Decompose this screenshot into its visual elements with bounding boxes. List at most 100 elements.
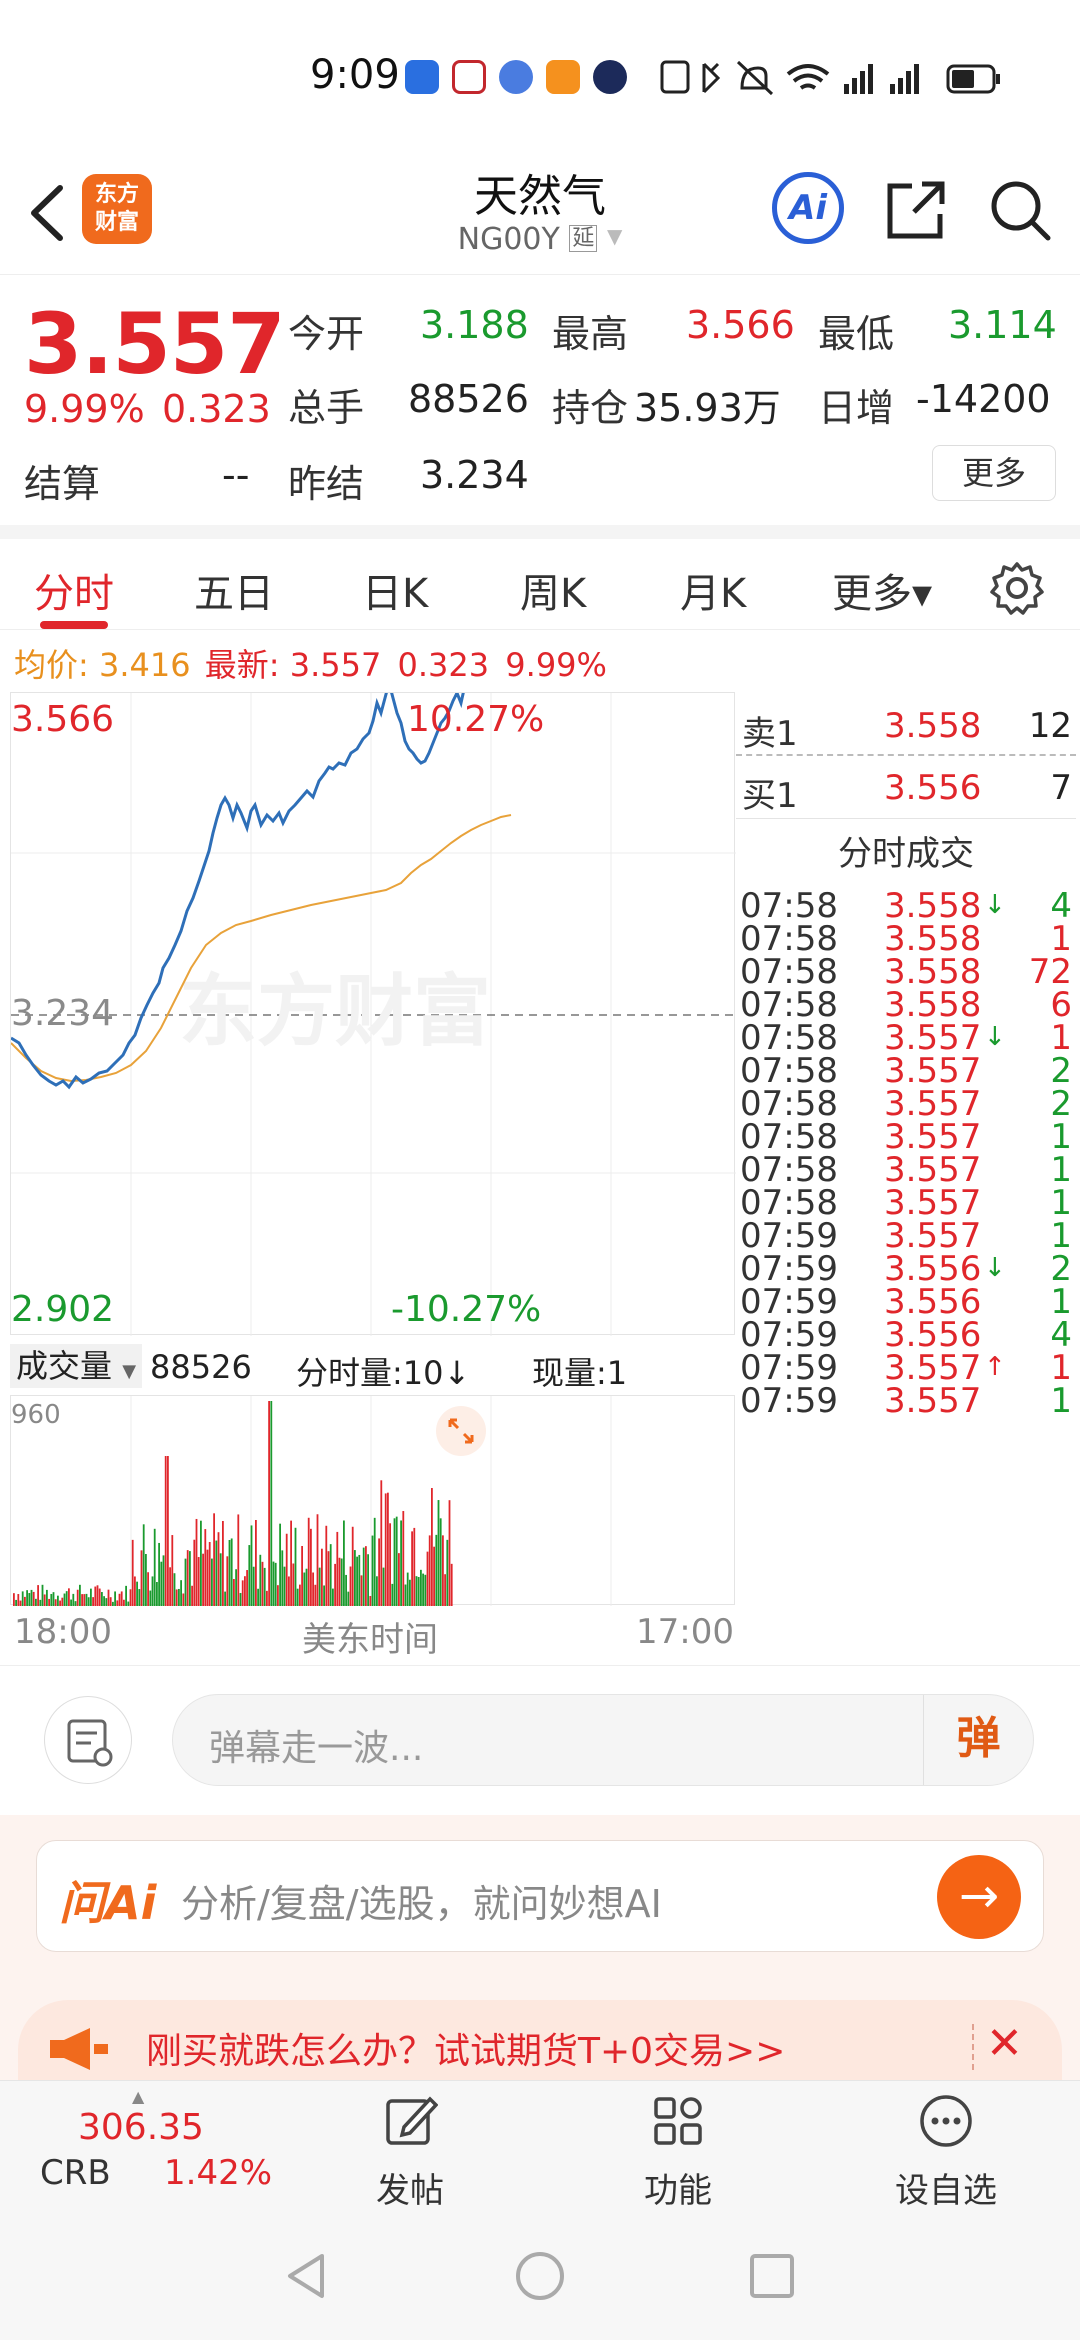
volume-bar <box>444 1574 446 1606</box>
avg-price-line <box>11 814 512 1083</box>
tab-intraday[interactable]: 分时 <box>34 571 114 617</box>
tab-weekly-k[interactable]: 周K <box>520 571 587 617</box>
trade-qty: 1 <box>1050 1117 1072 1157</box>
volume-bar <box>255 1519 257 1606</box>
volume-bar <box>327 1551 330 1606</box>
trade-price: 3.557 <box>884 1018 982 1058</box>
trade-time: 07:59 <box>740 1216 838 1256</box>
tab-daily-k[interactable]: 日K <box>362 571 429 617</box>
volume-selector[interactable]: 成交量 ▼ <box>10 1344 143 1388</box>
volume-bar <box>81 1594 83 1606</box>
volume-bar <box>92 1597 94 1606</box>
trade-row: 07:58 3.558 6 <box>736 981 1076 1030</box>
trade-direction-icon: ↓ <box>984 890 1006 920</box>
volume-bar <box>250 1525 253 1606</box>
volume-chart[interactable]: 960 <box>10 1395 735 1606</box>
volume-bar <box>292 1563 295 1606</box>
volume-bar <box>268 1401 270 1606</box>
volume-bar <box>420 1569 422 1606</box>
volume-bar <box>336 1531 339 1606</box>
volume-bar <box>125 1585 127 1606</box>
trade-qty: 6 <box>1050 985 1072 1025</box>
trade-time: 07:58 <box>740 1183 838 1223</box>
volume-bar <box>365 1546 367 1606</box>
ai-assistant-button[interactable]: Ai <box>772 172 844 244</box>
active-tab-indicator <box>40 621 108 629</box>
system-recents-icon[interactable] <box>746 2250 798 2302</box>
bid-price: 3.556 <box>884 768 982 808</box>
promo-close-icon[interactable]: ✕ <box>986 2018 1023 2069</box>
volume-bar <box>145 1554 147 1606</box>
volume-bar <box>395 1516 398 1606</box>
volume-bar <box>136 1581 138 1606</box>
trade-direction-icon: ↓ <box>984 1022 1006 1052</box>
trade-row: 07:58 3.558 72 <box>736 948 1076 997</box>
volume-bar <box>402 1511 405 1606</box>
settings-gear-icon[interactable] <box>990 561 1044 615</box>
trade-price: 3.556 <box>884 1282 982 1322</box>
trade-qty: 1 <box>1050 1018 1072 1058</box>
trade-row: 07:58 3.557 1 <box>736 1146 1076 1195</box>
expand-chart-button[interactable] <box>436 1406 486 1456</box>
volume-bar <box>131 1539 134 1606</box>
open-interest-label: 持仓 <box>552 386 629 430</box>
danmu-settings-button[interactable] <box>44 1696 132 1784</box>
volume-bar <box>279 1523 281 1606</box>
watchlist-button[interactable]: 设自选 <box>846 2081 1046 2211</box>
logo-line-1: 东方 <box>94 182 139 207</box>
trade-time: 07:58 <box>740 1084 838 1124</box>
volume-bar <box>180 1580 182 1606</box>
game-notification-icon <box>593 60 627 94</box>
ticker-caret-icon: ▲ <box>132 2087 145 2106</box>
volume-bar <box>409 1579 411 1606</box>
low-value: 3.114 <box>948 303 1057 347</box>
ai-question-box[interactable]: 问Ai 分析/复盘/选股，就问妙想AI → <box>36 1840 1044 1952</box>
volume-bar <box>404 1584 407 1606</box>
crb-index-ticker[interactable]: ▲ 306.35 CRB 1.42% <box>20 2081 280 2211</box>
system-back-icon[interactable] <box>282 2250 332 2302</box>
danmu-input[interactable]: 弹幕走一波... 弹 <box>172 1694 1034 1786</box>
volume-bar <box>382 1567 385 1606</box>
volume-bar <box>202 1553 204 1606</box>
volume-bar <box>120 1591 123 1606</box>
back-icon[interactable] <box>20 178 80 248</box>
post-button[interactable]: 发帖 <box>310 2081 510 2211</box>
ai-logo: 问Ai <box>59 1876 157 1930</box>
tab-five-day[interactable]: 五日 <box>194 571 274 617</box>
volume-bar <box>134 1576 136 1606</box>
contract-code[interactable]: NG00Y 延 ▼ <box>340 220 740 257</box>
volume-bar <box>24 1596 26 1606</box>
tab-monthly-k[interactable]: 月K <box>680 571 747 617</box>
search-icon[interactable] <box>988 178 1052 242</box>
volume-bar <box>274 1562 277 1606</box>
volume-bar <box>303 1572 306 1606</box>
share-icon[interactable] <box>884 178 948 242</box>
volume-bar <box>32 1591 35 1606</box>
ask-label: 卖1 <box>742 714 798 754</box>
ai-submit-button[interactable]: → <box>937 1855 1021 1939</box>
trade-price: 3.558 <box>884 985 982 1025</box>
tab-more[interactable]: 更多▾ <box>832 571 933 617</box>
high-label: 最高 <box>552 312 629 356</box>
more-quote-button[interactable]: 更多 <box>932 445 1056 501</box>
system-home-icon[interactable] <box>512 2248 568 2304</box>
volume-bar <box>446 1539 449 1606</box>
volume-bar <box>312 1572 314 1606</box>
volume-bar <box>424 1574 427 1606</box>
volume-bar <box>57 1595 59 1606</box>
volume-bar <box>376 1576 378 1606</box>
dropdown-caret-icon: ▼ <box>606 224 623 248</box>
tick-volume-label: 分时量:10↓ <box>296 1354 471 1392</box>
chart-tabs: 分时 五日 日K 周K 月K 更多▾ <box>0 525 1080 630</box>
trade-row: 07:58 3.558 1 <box>736 915 1076 964</box>
ask-qty: 12 <box>1028 706 1072 746</box>
danmu-send-button[interactable]: 弹 <box>923 1695 1033 1785</box>
volume-bar <box>433 1546 435 1606</box>
functions-button[interactable]: 功能 <box>578 2081 778 2211</box>
open-interest-value: 35.93万 <box>634 386 781 430</box>
volume-bar <box>98 1588 101 1606</box>
intraday-price-chart[interactable]: 东方财富 3.566 10.27% 3.234 2.902 -10.27% <box>10 692 736 1336</box>
trade-row: 07:58 3.557 1 <box>736 1179 1076 1228</box>
trade-row: 07:58 3.557 2 <box>736 1047 1076 1096</box>
logo-line-2: 财富 <box>94 210 139 235</box>
